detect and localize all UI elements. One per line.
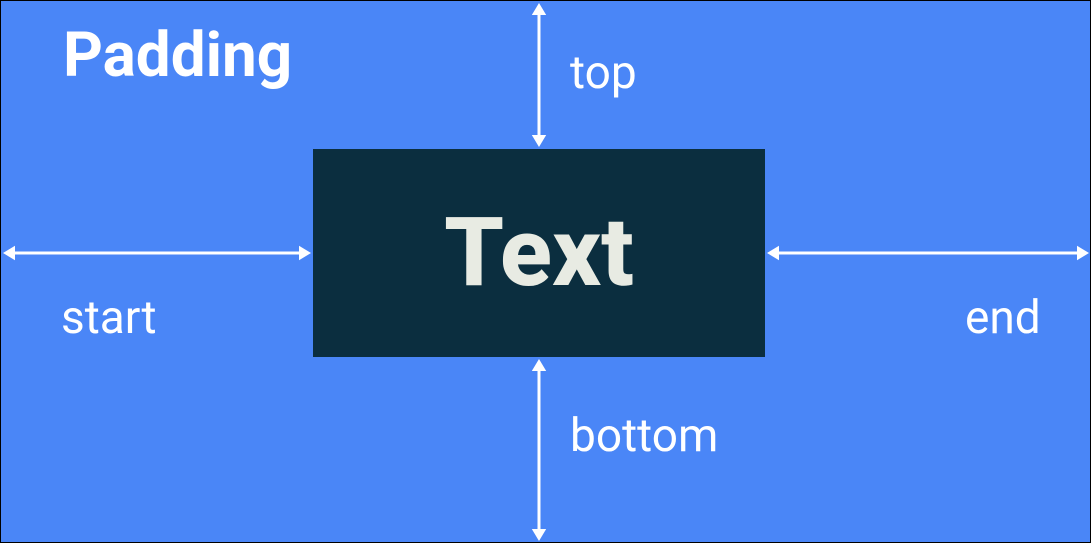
- arrow-bottom-icon: [525, 345, 553, 543]
- arrow-start-icon: [0, 239, 325, 267]
- label-start: start: [61, 291, 157, 345]
- center-box: Text: [313, 149, 765, 357]
- center-box-label: Text: [444, 197, 634, 309]
- padding-diagram: Padding Text top bottom start end: [0, 0, 1091, 543]
- diagram-title: Padding: [63, 19, 292, 92]
- label-top: top: [570, 46, 637, 100]
- label-end: end: [965, 291, 1041, 345]
- arrow-top-icon: [525, 0, 553, 161]
- arrow-end-icon: [753, 239, 1091, 267]
- label-bottom: bottom: [570, 409, 718, 463]
